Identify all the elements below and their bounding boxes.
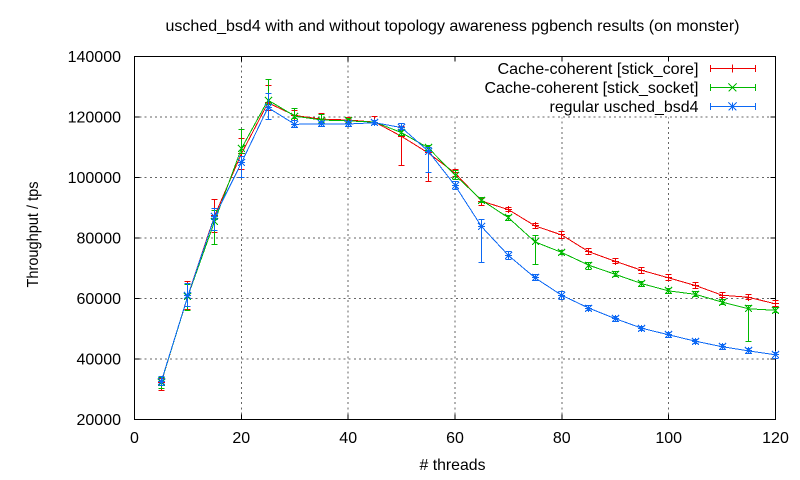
svg-text:Throughput / tps: Throughput / tps (25, 182, 42, 288)
svg-text:40000: 40000 (77, 352, 122, 369)
svg-text:80000: 80000 (77, 231, 122, 248)
svg-text:120: 120 (762, 430, 789, 447)
svg-text:120000: 120000 (68, 110, 121, 127)
svg-text:60: 60 (446, 430, 464, 447)
svg-text:40: 40 (339, 430, 357, 447)
svg-text:80: 80 (553, 430, 571, 447)
svg-text:0: 0 (130, 430, 139, 447)
svg-text:20: 20 (232, 430, 250, 447)
svg-text:Cache-coherent [stick_socket]: Cache-coherent [stick_socket] (485, 80, 699, 97)
svg-text:regular usched_bsd4: regular usched_bsd4 (550, 99, 699, 116)
svg-text:140000: 140000 (68, 49, 121, 66)
svg-text:# threads: # threads (420, 457, 486, 474)
svg-text:100: 100 (655, 430, 682, 447)
svg-text:usched_bsd4 with and without t: usched_bsd4 with and without topology aw… (166, 18, 740, 35)
svg-text:20000: 20000 (77, 412, 122, 429)
svg-text:Cache-coherent [stick_core]: Cache-coherent [stick_core] (498, 61, 699, 78)
svg-text:100000: 100000 (68, 170, 121, 187)
svg-text:60000: 60000 (77, 291, 122, 308)
